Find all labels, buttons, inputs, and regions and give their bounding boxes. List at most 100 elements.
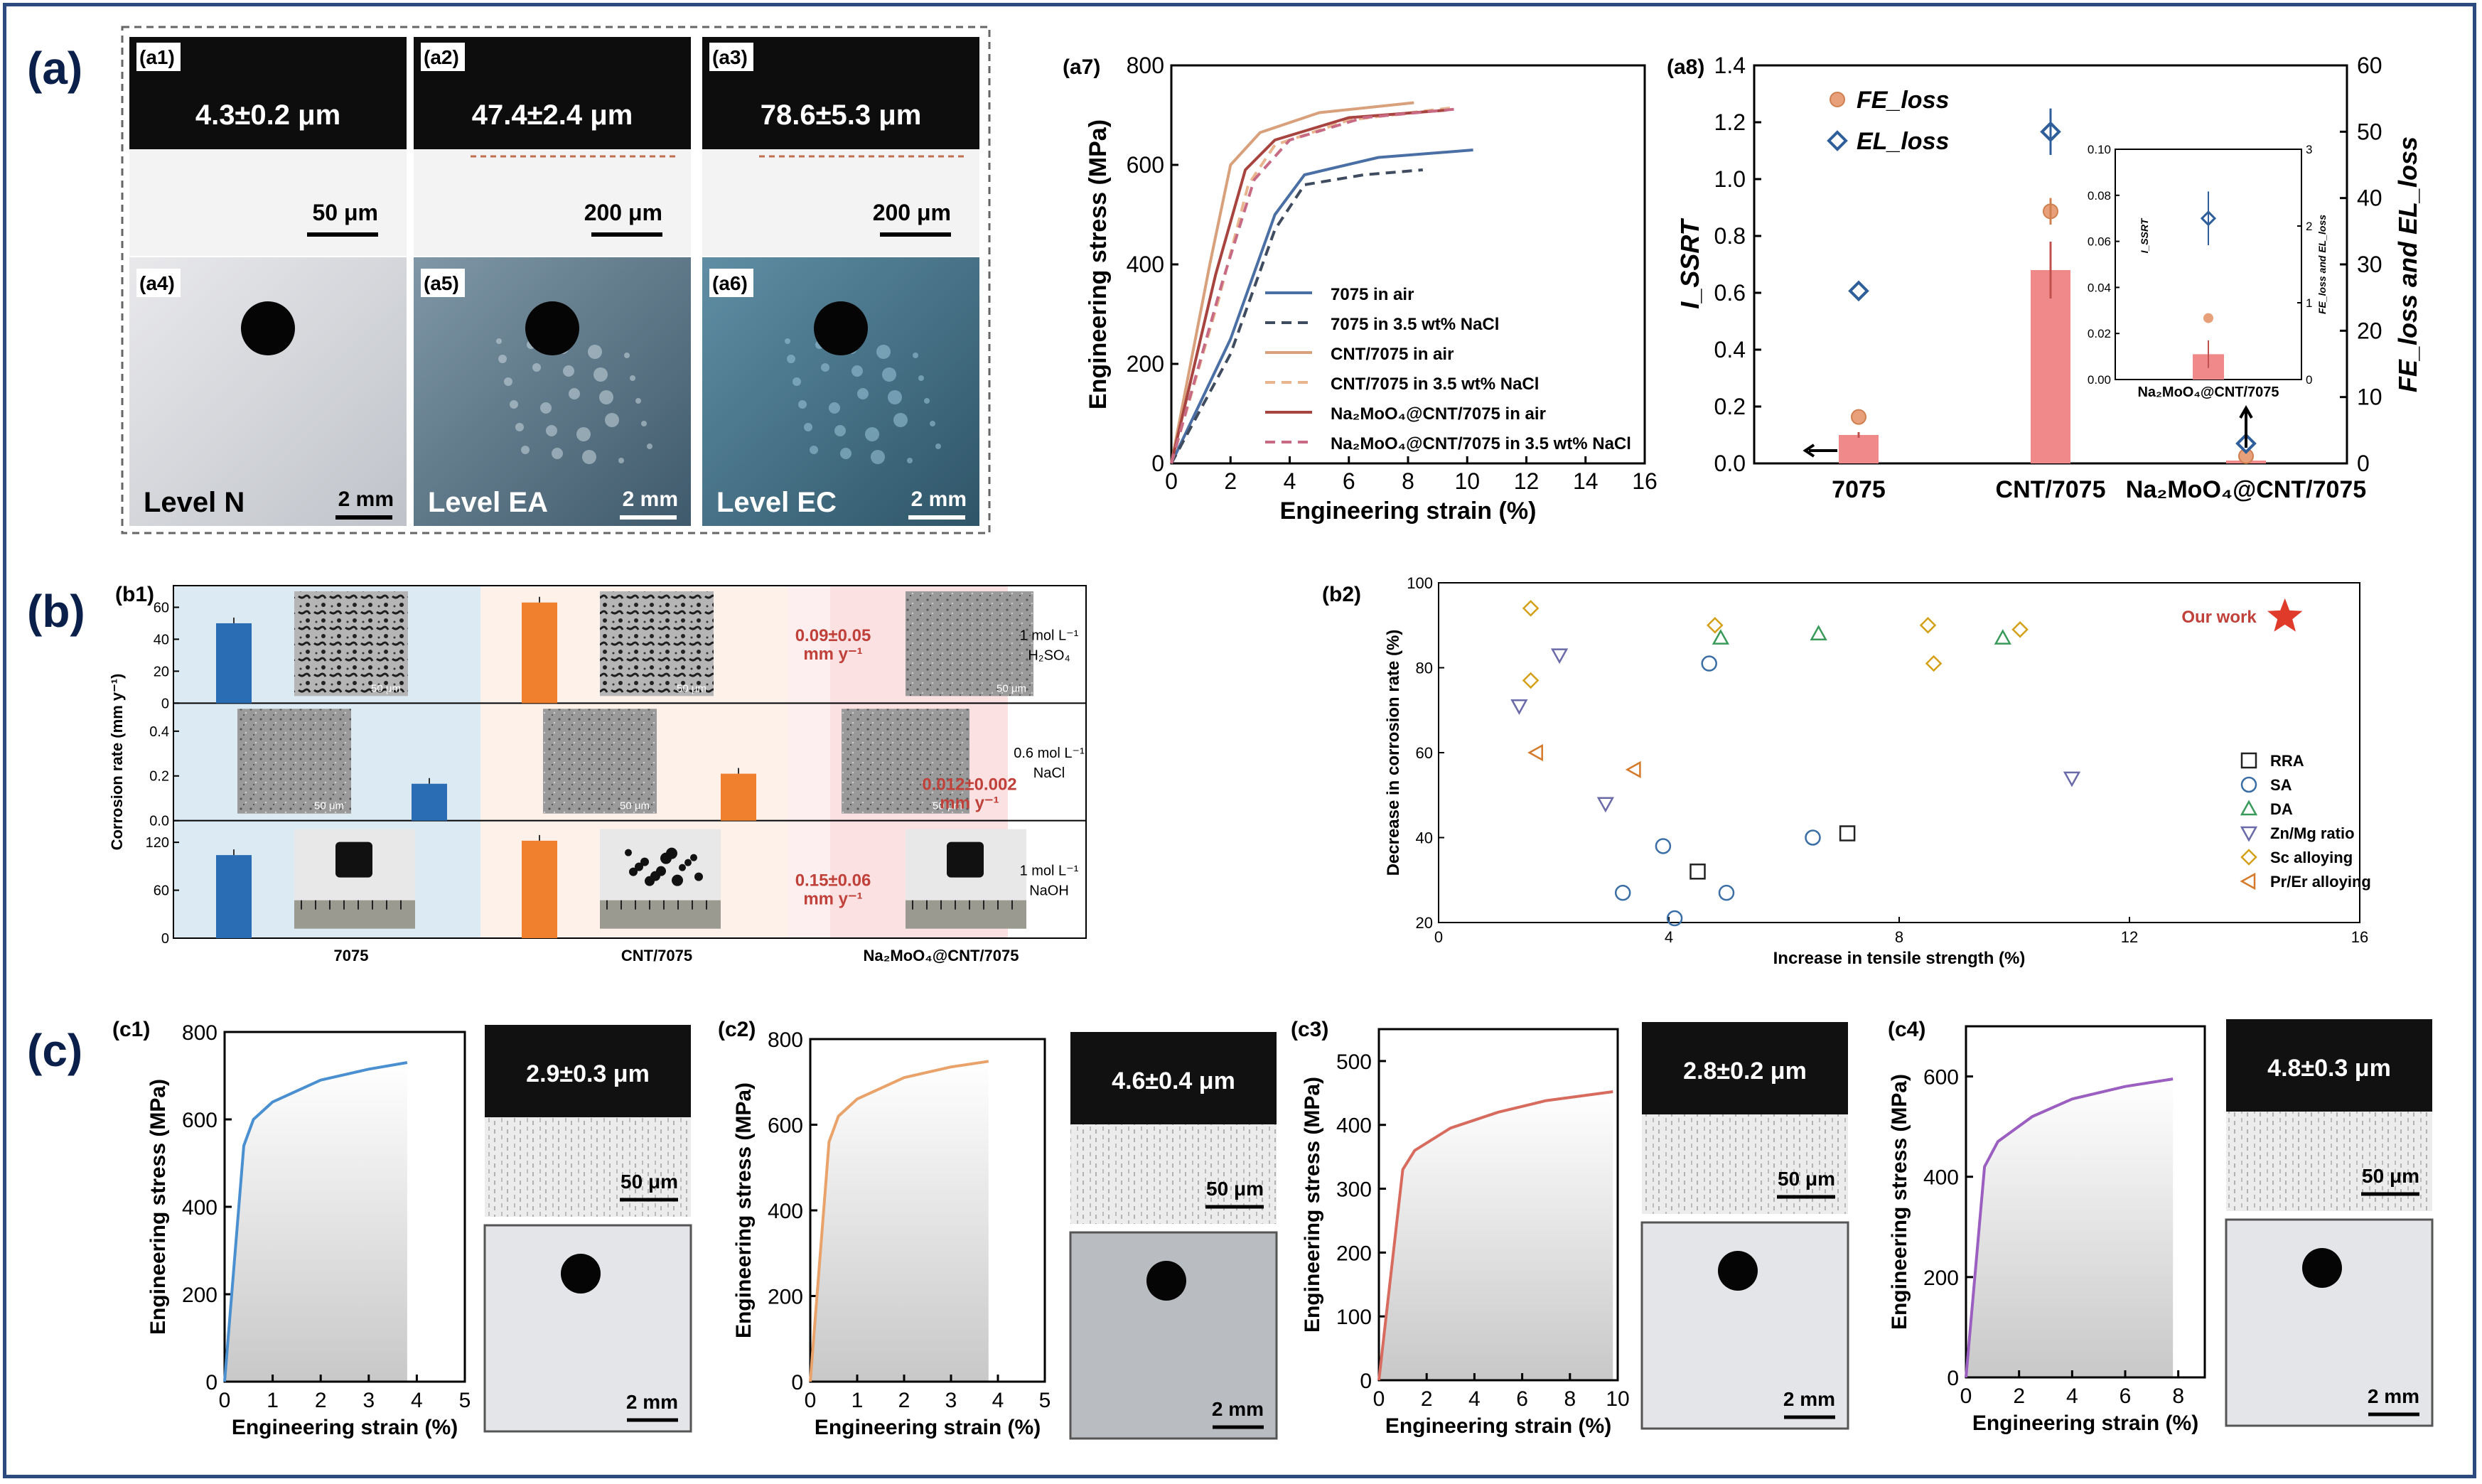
debris [690, 854, 697, 861]
legend-el-marker [1827, 130, 1848, 151]
y-axis-label: Engineering stress (MPa) [1888, 1074, 1911, 1330]
sem-image [600, 591, 714, 697]
sublabel-a8: (a8) [1667, 55, 1704, 79]
scatter-point-zn-mg-ratio [1510, 699, 1528, 715]
inset-y2-tick-label: 1 [2306, 296, 2312, 310]
corrosion-spot [793, 377, 801, 386]
corrosion-spot [865, 427, 879, 441]
y-axis-label: Engineering stress (MPa) [732, 1082, 756, 1338]
series-line-1 [1170, 168, 1423, 464]
y-tick-label: 800 [768, 1028, 803, 1052]
panel-label-c: (c) [27, 1025, 82, 1076]
corrosion-spot [593, 367, 608, 382]
legend-entry: DA [2270, 800, 2293, 818]
x-tick-label: 3 [362, 1389, 375, 1412]
series-line-2 [1170, 101, 1414, 464]
legend-marker [2240, 826, 2258, 842]
y-tick-label: 40 [1416, 829, 1433, 847]
category-label: Na₂MoO₄@CNT/7075 [2126, 476, 2366, 503]
y-tick-label: 0.6 [1714, 280, 1746, 306]
x-tick-label: 0 [1165, 468, 1178, 494]
x-tick-label: 14 [1573, 468, 1599, 494]
y-tick-label: 600 [1923, 1066, 1959, 1090]
scale-bar-label: 50 μm [1778, 1168, 1835, 1190]
group-label: 7075 [334, 947, 369, 964]
x-tick-label: 2 [898, 1389, 910, 1412]
corrosion-spot [563, 365, 574, 377]
x-tick-label: 1 [267, 1389, 279, 1412]
x-tick-label: 6 [1516, 1387, 1528, 1411]
legend-marker [2240, 849, 2257, 866]
corrosion-spot [576, 427, 591, 441]
corrosion-bar [216, 855, 252, 938]
panel-label-a: (a) [27, 43, 82, 94]
series-line-0 [1170, 149, 1473, 464]
scatter-point-sa [1666, 910, 1683, 927]
y-tick-label: 0.0 [1714, 451, 1746, 476]
plot-frame [1438, 582, 2360, 923]
scale-bar-label: 2 mm [338, 488, 394, 511]
y2-tick-label: 50 [2357, 119, 2382, 144]
scale-bar-label: 2 mm [2368, 1385, 2419, 1407]
sem-scale-label: 50 μm [677, 682, 707, 694]
inset-fe-marker [2203, 313, 2213, 323]
y-tick-label: 400 [768, 1200, 803, 1223]
x-tick-label: 2 [1224, 468, 1237, 494]
x-tick-label: 4 [1284, 468, 1296, 494]
series-line-5 [1170, 107, 1456, 464]
scale-bar-label: 50 μm [312, 200, 378, 225]
cross-section-substrate [485, 1117, 691, 1217]
corrosion-spot [515, 423, 524, 431]
scale-bar-label: 2 mm [626, 1391, 678, 1413]
scale-bar-label: 2 mm [623, 488, 678, 511]
corrosion-bar [216, 623, 252, 704]
ruler [294, 900, 415, 929]
corrosion-spot [521, 446, 530, 454]
legend-entry: Na₂MoO₄@CNT/7075 in air [1331, 404, 1546, 424]
our-work-star-icon [2267, 598, 2303, 632]
x-tick-label: 8 [1564, 1387, 1576, 1411]
inset-y2-tick-label: 0 [2306, 373, 2312, 387]
y2-tick-label: 20 [2357, 318, 2382, 343]
y-axis-label: Engineering stress (MPa) [1301, 1077, 1324, 1333]
scatter-point-zn-mg-ratio [1596, 797, 1615, 813]
y-tick-label: 1.2 [1714, 109, 1746, 135]
y2-axis-label: FE_loss and EL_loss [2393, 136, 2422, 392]
specimen-photo [129, 257, 407, 526]
x-axis-label: Engineering strain (%) [1972, 1412, 2198, 1435]
sublabel-box [709, 269, 753, 297]
area-fill [225, 1063, 407, 1382]
sem-scale-label: 50 μm [933, 800, 962, 812]
micrograph-group-border [121, 26, 991, 534]
y-axis-label: Engineering stress (MPa) [146, 1079, 170, 1335]
specimen-block [335, 842, 372, 878]
corrosion-spot [907, 458, 913, 463]
x-tick-label: 0 [1960, 1384, 1972, 1408]
y-tick-label: 60 [1416, 744, 1433, 762]
x-tick-label: 4 [992, 1389, 1004, 1412]
corrosion-spot [569, 388, 580, 399]
legend-entry: CNT/7075 in 3.5 wt% NaCl [1331, 375, 1539, 394]
corrosion-spot [635, 398, 641, 404]
scale-bar-label: 50 μm [1206, 1178, 1264, 1200]
x-tick-label: 4 [1665, 928, 1673, 946]
x-tick-label: 8 [1402, 468, 1414, 494]
sublabel-box [709, 43, 753, 71]
scatter-point-sa [1614, 884, 1631, 901]
corrosion-bar [412, 783, 447, 821]
y-tick-label: 0 [161, 696, 169, 711]
corrosion-spot [496, 338, 502, 344]
corrosion-spot [935, 443, 941, 449]
x-axis-label: Increase in tensile strength (%) [1773, 949, 2026, 968]
cross-section-substrate [1642, 1114, 1848, 1214]
corrosion-spot [647, 443, 652, 449]
debris [625, 849, 632, 856]
corrosion-level: Level N [144, 487, 245, 518]
coating-thickness: 2.9±0.3 μm [526, 1060, 650, 1087]
y2-tick-label: 0 [2357, 451, 2370, 476]
corrosion-spot [552, 448, 563, 459]
legend-entry: 7075 in air [1331, 285, 1414, 304]
legend-entry: Zn/Mg ratio [2270, 824, 2355, 842]
